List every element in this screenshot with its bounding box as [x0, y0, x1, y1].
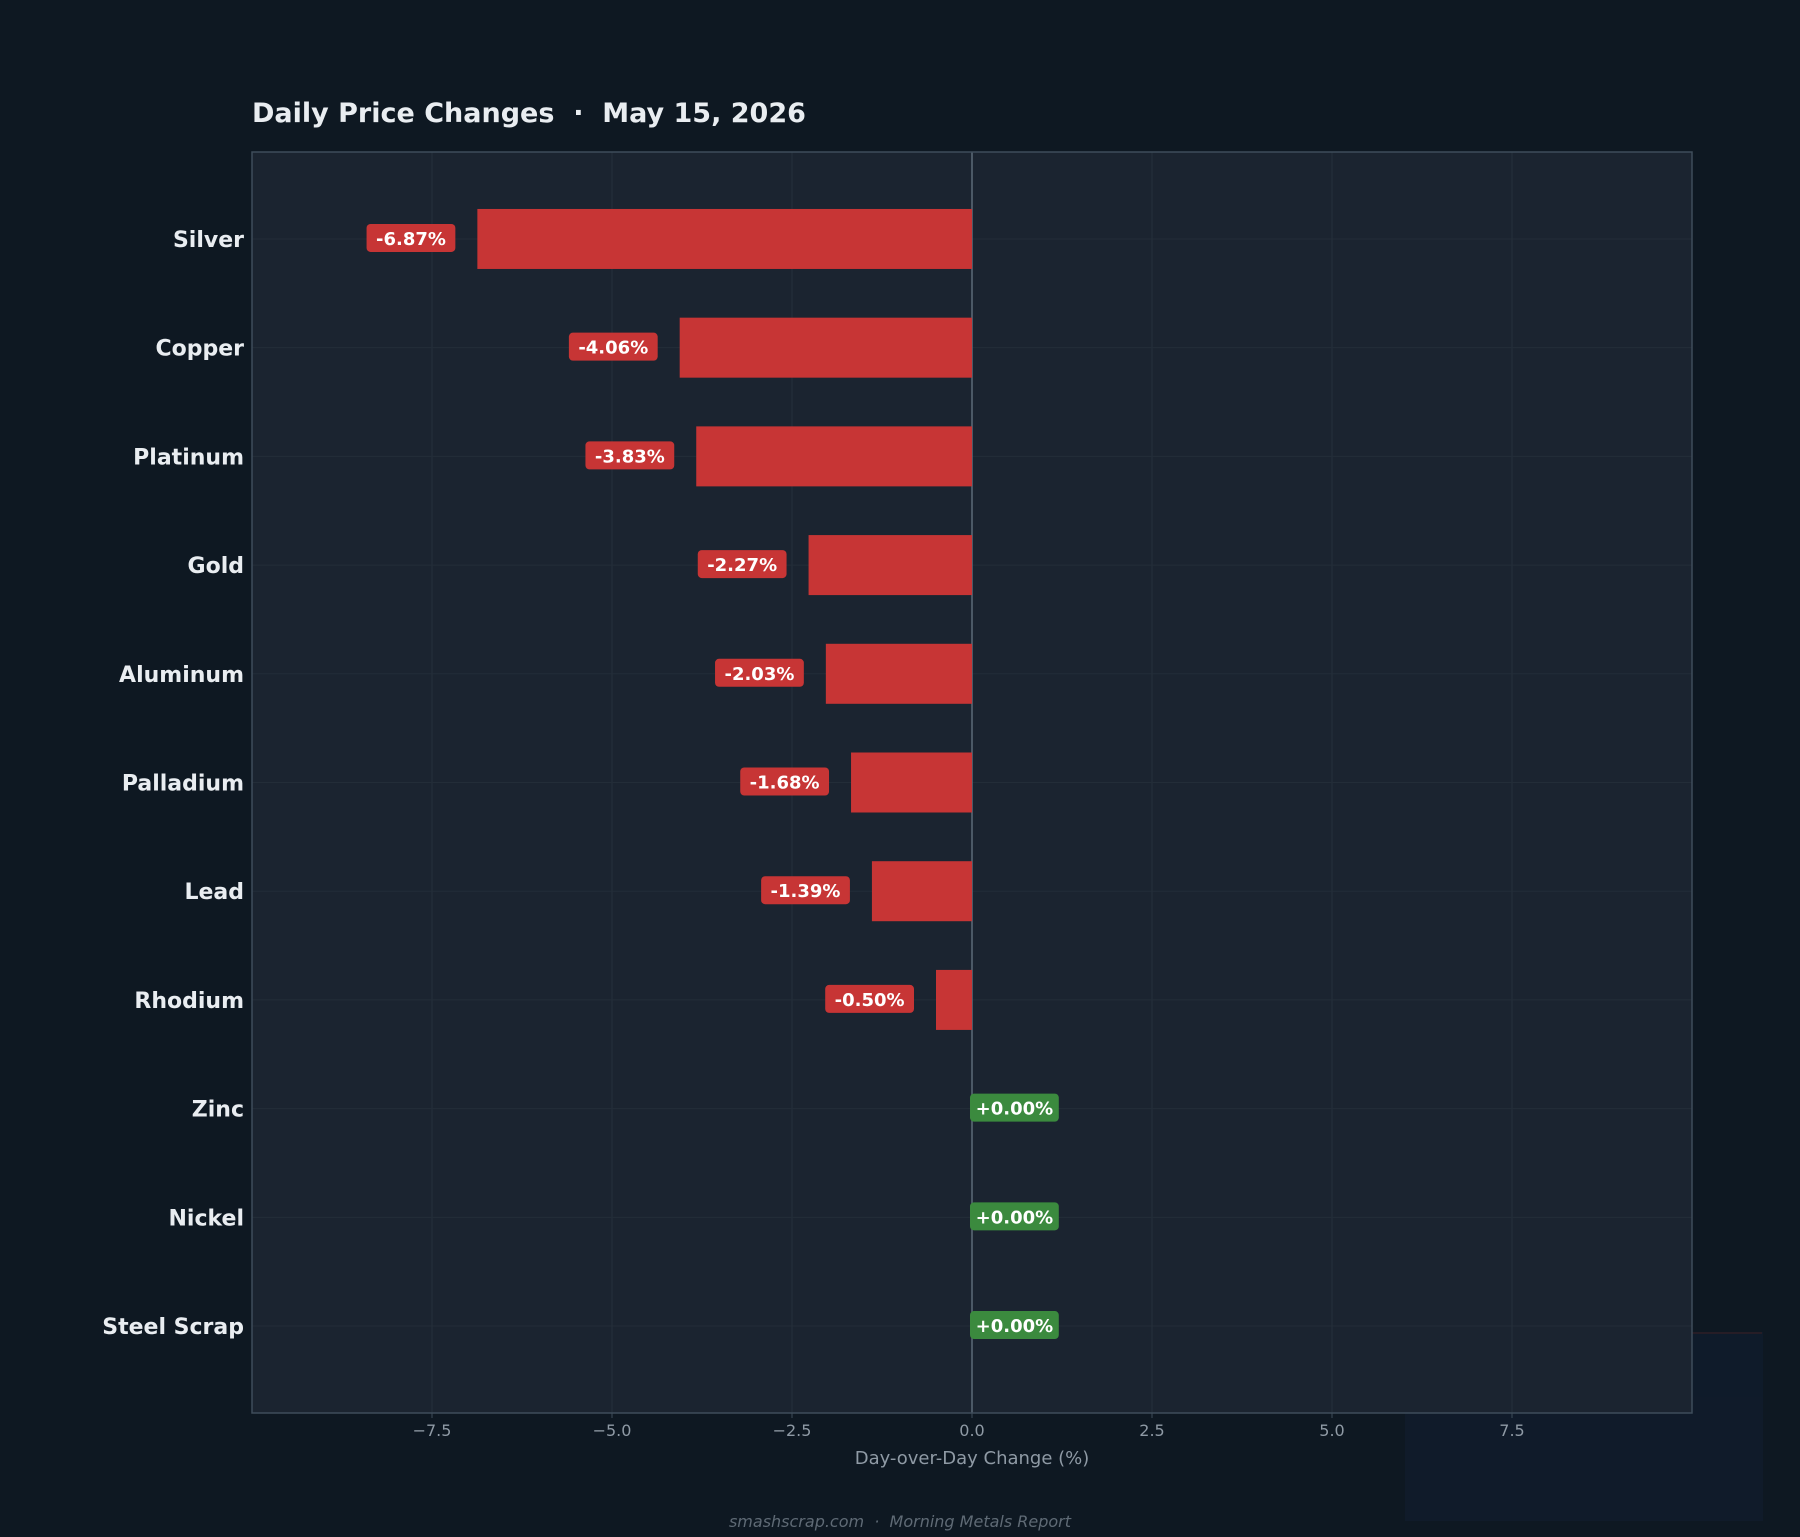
data-label: -6.87% — [366, 223, 456, 252]
data-label-text: -1.68% — [750, 773, 820, 794]
data-label-pill — [366, 223, 456, 252]
data-label: -1.68% — [740, 767, 830, 796]
data-label-pill — [970, 1202, 1059, 1231]
y-tick-label: Gold — [188, 554, 244, 579]
data-label-pill — [761, 876, 850, 905]
y-tick-label: Aluminum — [119, 663, 244, 688]
data-label-text: -2.03% — [724, 664, 794, 685]
bar-copper — [679, 317, 972, 378]
data-label-text: -0.50% — [835, 990, 905, 1011]
x-tick-label: 0.0 — [959, 1421, 984, 1440]
x-tick-label: −2.5 — [773, 1421, 812, 1440]
data-label: -0.50% — [825, 984, 914, 1013]
data-label: +0.00% — [970, 1093, 1059, 1122]
bar-lead — [871, 861, 972, 922]
chart-title: Daily Price Changes · May 15, 2026 — [252, 98, 806, 129]
data-label-pill — [585, 441, 675, 470]
bar-silver — [477, 208, 972, 269]
x-tick-label: 2.5 — [1139, 1421, 1164, 1440]
data-label: -4.06% — [568, 332, 658, 361]
data-label-pill — [715, 658, 804, 687]
bar-palladium — [851, 752, 972, 813]
y-tick-label: Palladium — [122, 772, 244, 797]
x-tick-label: 5.0 — [1319, 1421, 1344, 1440]
bar-rhodium — [936, 969, 972, 1030]
bars — [477, 208, 972, 1030]
y-tick-label: Silver — [173, 228, 244, 253]
y-tick-label: Copper — [155, 337, 244, 362]
data-label: -3.83% — [585, 441, 675, 470]
y-tick-label: Steel Scrap — [102, 1315, 244, 1340]
data-label-pill — [970, 1311, 1059, 1340]
x-axis-ticks: −7.5 −5.0 −2.5 0.0 2.5 5.0 7.5 — [413, 1413, 1525, 1440]
bar-gold — [808, 535, 972, 596]
data-label: -2.27% — [697, 550, 787, 579]
footer-credit: smashscrap.com · Morning Metals Report — [729, 1512, 1072, 1531]
data-label-text: -1.39% — [771, 881, 841, 902]
data-label: +0.00% — [970, 1202, 1059, 1231]
data-label: -1.39% — [761, 876, 850, 905]
bar-aluminum — [825, 643, 972, 704]
data-label-text: -6.87% — [376, 229, 446, 250]
y-tick-label: Platinum — [133, 445, 244, 470]
data-label-text: -4.06% — [578, 338, 648, 359]
x-tick-label: −7.5 — [413, 1421, 452, 1440]
data-label-pill — [697, 550, 787, 579]
x-axis-label: Day-over-Day Change (%) — [855, 1448, 1090, 1469]
data-label-text: -2.27% — [707, 555, 777, 576]
y-tick-label: Nickel — [169, 1206, 245, 1231]
data-label-pill — [825, 984, 914, 1013]
bar-platinum — [696, 426, 972, 487]
x-tick-label: 7.5 — [1499, 1421, 1524, 1440]
data-label-pill — [740, 767, 830, 796]
data-label-pill — [568, 332, 658, 361]
y-axis-labels: Silver Copper Platinum Gold Aluminum Palladiu… — [102, 228, 244, 1340]
data-label-pill — [970, 1093, 1059, 1122]
y-tick-label: Lead — [184, 880, 244, 905]
data-label-text: +0.00% — [976, 1207, 1054, 1228]
data-label-text: +0.00% — [976, 1316, 1054, 1337]
y-tick-label: Zinc — [192, 1098, 244, 1123]
x-tick-label: −5.0 — [593, 1421, 632, 1440]
data-label: +0.00% — [970, 1311, 1059, 1340]
data-label-text: -3.83% — [595, 446, 665, 467]
data-label-text: +0.00% — [976, 1099, 1054, 1120]
data-labels: -6.87% -4.06% -3.83% -2.27% -2.03% -1.68% -1.3… — [366, 223, 1059, 1340]
data-label: -2.03% — [715, 658, 804, 687]
y-tick-label: Rhodium — [134, 989, 244, 1014]
